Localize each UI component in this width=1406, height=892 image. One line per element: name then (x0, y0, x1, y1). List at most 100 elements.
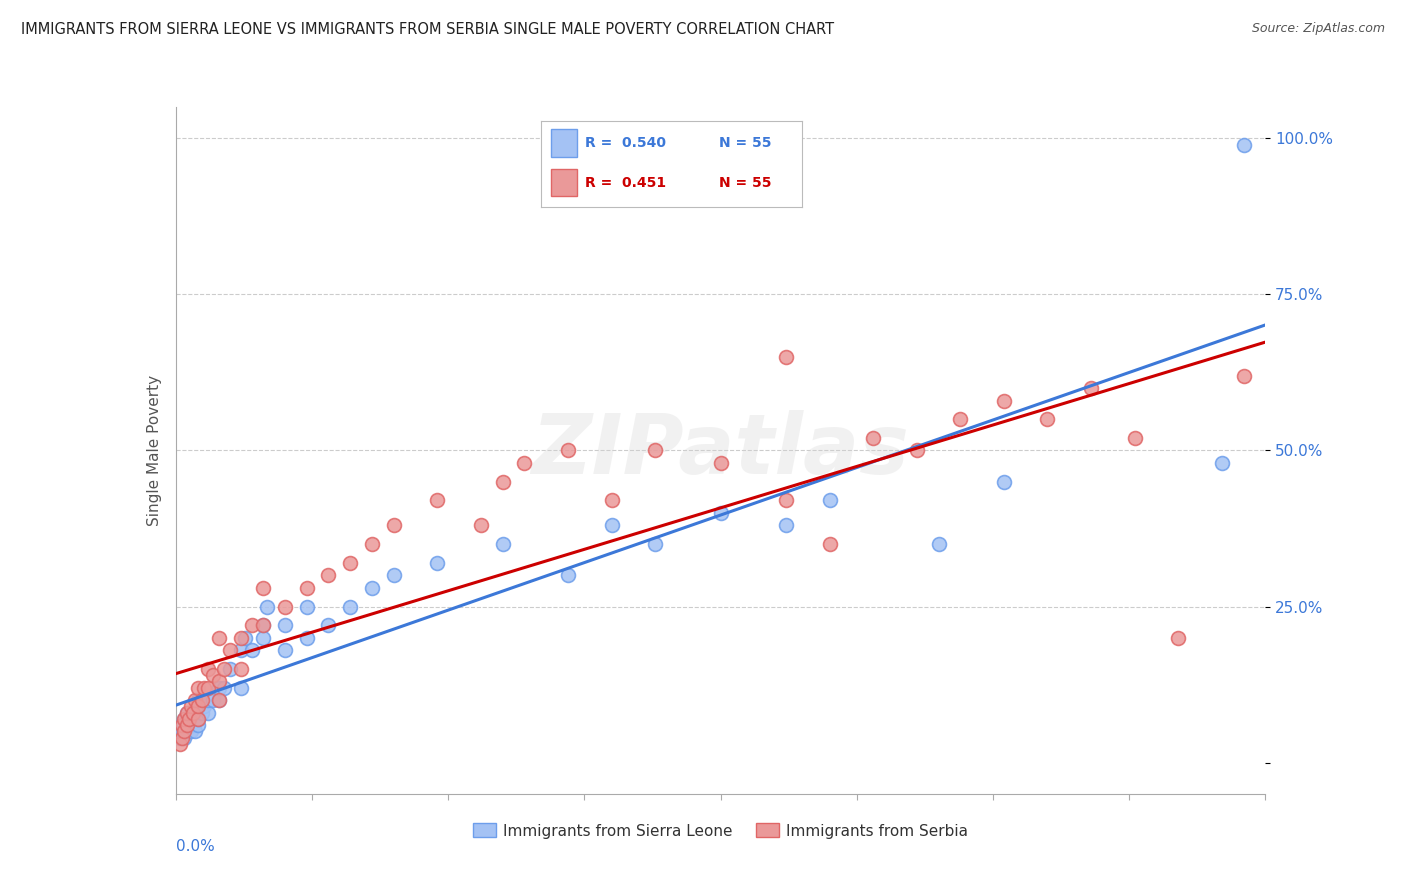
Point (231, 631, 253, 645)
Point (949, 412, 972, 426)
Point (557, 443, 579, 458)
Point (186, 693, 209, 707)
Point (235, 631, 257, 645)
Point (993, 393, 1015, 408)
Point (274, 618, 297, 632)
Point (905, 443, 928, 458)
Point (169, 731, 191, 745)
Point (252, 618, 274, 632)
Point (208, 674, 231, 689)
Point (928, 537, 950, 551)
Point (172, 724, 194, 739)
Point (775, 493, 797, 508)
Point (176, 718, 198, 732)
Point (252, 618, 274, 632)
Y-axis label: Single Male Poverty: Single Male Poverty (146, 375, 162, 526)
Point (193, 699, 215, 714)
Point (1211, 456, 1233, 470)
Point (177, 712, 200, 726)
Point (426, 493, 449, 508)
Point (1080, 381, 1102, 395)
Point (173, 712, 195, 726)
Point (274, 599, 297, 614)
Point (644, 537, 666, 551)
Point (557, 568, 579, 582)
Point (172, 718, 194, 732)
Point (600, 518, 623, 533)
Point (339, 599, 361, 614)
Legend: Immigrants from Sierra Leone, Immigrants from Serbia: Immigrants from Sierra Leone, Immigrants… (467, 817, 974, 845)
Text: 0.0%: 0.0% (176, 838, 215, 854)
Point (180, 724, 202, 739)
Point (193, 681, 215, 695)
Point (208, 631, 231, 645)
Point (173, 712, 195, 726)
Point (231, 662, 253, 676)
Text: IMMIGRANTS FROM SIERRA LEONE VS IMMIGRANTS FROM SERBIA SINGLE MALE POVERTY CORRE: IMMIGRANTS FROM SIERRA LEONE VS IMMIGRAN… (21, 22, 834, 37)
Point (231, 681, 253, 695)
Point (710, 506, 733, 520)
Point (172, 718, 194, 732)
Point (184, 706, 207, 720)
Point (360, 581, 382, 595)
Point (339, 556, 361, 570)
Point (173, 731, 195, 745)
Point (318, 568, 340, 582)
Point (173, 724, 195, 739)
Point (208, 693, 231, 707)
Point (775, 350, 797, 364)
Point (240, 643, 263, 657)
Point (177, 712, 200, 726)
Point (240, 618, 263, 632)
Point (184, 724, 207, 739)
Point (191, 706, 214, 720)
Point (181, 706, 204, 720)
Text: Source: ZipAtlas.com: Source: ZipAtlas.com (1251, 22, 1385, 36)
Point (295, 631, 318, 645)
Point (176, 706, 198, 720)
Point (172, 731, 194, 745)
Point (180, 699, 202, 714)
Point (382, 518, 405, 533)
Point (492, 537, 515, 551)
Point (197, 693, 219, 707)
Point (177, 718, 200, 732)
Point (181, 718, 204, 732)
Point (775, 518, 797, 533)
Point (862, 431, 884, 445)
Point (710, 456, 733, 470)
Point (252, 631, 274, 645)
Point (252, 581, 274, 595)
Point (644, 443, 666, 458)
Point (818, 537, 841, 551)
Point (212, 662, 235, 676)
Point (1123, 431, 1146, 445)
Point (219, 662, 242, 676)
Point (201, 693, 224, 707)
Point (176, 706, 198, 720)
Point (295, 599, 318, 614)
Point (186, 712, 209, 726)
Point (212, 681, 235, 695)
Point (295, 581, 318, 595)
Point (201, 668, 224, 682)
Point (186, 712, 209, 726)
Point (382, 568, 405, 582)
Point (426, 556, 449, 570)
Point (231, 643, 253, 657)
Point (600, 493, 623, 508)
Point (181, 712, 204, 726)
Point (993, 475, 1015, 489)
Point (274, 643, 297, 657)
Point (186, 718, 209, 732)
Point (180, 718, 202, 732)
Point (492, 475, 515, 489)
Point (186, 681, 209, 695)
Point (191, 693, 214, 707)
Point (197, 662, 219, 676)
Point (1232, 137, 1256, 152)
Point (208, 693, 231, 707)
Point (186, 699, 209, 714)
Point (197, 706, 219, 720)
Point (219, 643, 242, 657)
